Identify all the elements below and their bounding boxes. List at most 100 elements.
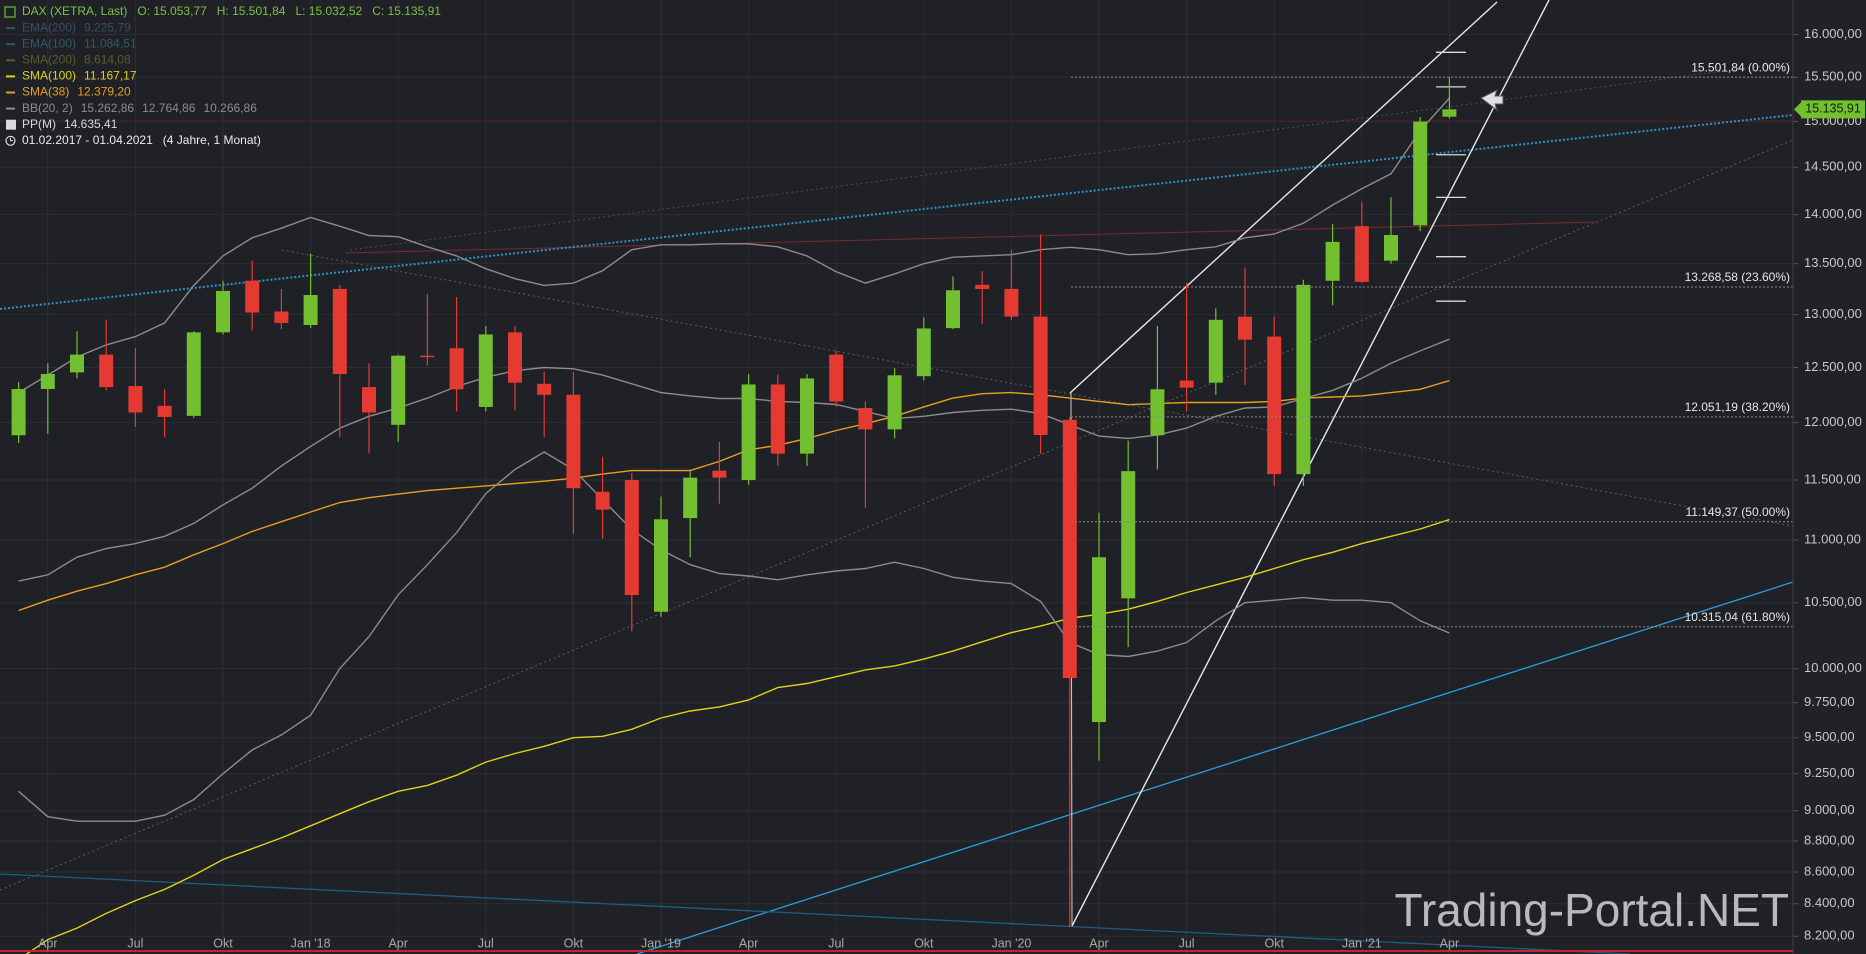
x-tick-label: Apr	[1089, 936, 1108, 950]
instrument-icon	[4, 6, 16, 18]
candle-body	[770, 384, 785, 454]
candle-body	[858, 408, 873, 430]
candle-body	[186, 332, 201, 416]
fib-label: 11.149,37 (50.00%)	[1685, 505, 1790, 519]
candle-body	[70, 354, 84, 373]
y-tick-label: 8.200,00	[1804, 928, 1855, 943]
candle-body	[362, 387, 376, 413]
x-tick-label: Okt	[1264, 936, 1284, 950]
x-tick-label: Apr	[1440, 936, 1459, 950]
legend-name: SMA(200)	[22, 52, 76, 66]
watermark: Trading-Portal.NET	[1394, 884, 1789, 936]
last-price-tag	[1801, 100, 1865, 119]
x-tick-label: Jan '18	[291, 936, 331, 950]
indicator-lines	[18, 51, 1466, 954]
y-tick-label: 15.500,00	[1804, 69, 1862, 84]
candle-body	[1238, 316, 1252, 340]
ohlc-value: C: 15.135,91	[372, 4, 441, 18]
x-tick-label: Apr	[388, 936, 407, 950]
y-tick-label: 14.000,00	[1804, 206, 1862, 221]
channel-line	[1069, 1, 1498, 394]
period-span: (4 Jahre, 1 Monat)	[163, 133, 261, 147]
legend-value: 8.614,08	[84, 52, 131, 66]
candle-body	[216, 290, 230, 333]
price-axis-panel	[1793, 0, 1866, 954]
legend-value: 11.084,51	[84, 36, 137, 50]
trend-line	[636, 581, 1793, 954]
candle-body	[128, 385, 143, 413]
candle-body	[1384, 235, 1398, 261]
clock-icon	[5, 135, 16, 146]
legend-name: PP(M)	[22, 117, 56, 131]
legend-value: 9.225,79	[84, 20, 131, 34]
y-tick-label: 8.400,00	[1804, 895, 1855, 910]
fib-label: 15.501,84 (0.00%)	[1691, 60, 1790, 74]
y-tick-label: 10.500,00	[1804, 594, 1862, 609]
y-tick-label: 11.000,00	[1804, 531, 1861, 546]
trend-line	[0, 139, 1793, 891]
grid	[0, 0, 1793, 954]
last-price-label: 15.135,91	[1805, 102, 1861, 116]
fibonacci-levels: 15.501,84 (0.00%) 13.268,58 (23.60%) 12.05…	[1071, 60, 1793, 628]
x-tick-label: Jan '21	[1342, 936, 1382, 950]
indicator-line	[18, 338, 1450, 582]
candle-body	[508, 332, 522, 383]
x-tick-label: Jul	[127, 936, 143, 950]
candle-body	[595, 491, 610, 510]
legend-value: 10.266,86	[203, 101, 257, 115]
y-tick-label: 10.000,00	[1804, 660, 1862, 675]
candle-body	[274, 311, 289, 323]
x-tick-label: Jan '19	[641, 936, 681, 950]
candle-body	[1092, 557, 1106, 723]
y-tick-label: 13.000,00	[1804, 306, 1862, 321]
candle-body	[712, 470, 727, 478]
legend: DAX (XETRA, Last) O: 15.053,77 H: 15.501,8…	[4, 4, 441, 147]
candle-body	[1121, 471, 1136, 599]
ohlc-value: O: 15.053,77	[137, 4, 207, 18]
legend-name: BB(20, 2)	[22, 101, 73, 115]
fib-label: 12.051,19 (38.20%)	[1685, 400, 1790, 414]
trend-line	[0, 873, 1631, 954]
candle-body	[99, 354, 114, 388]
x-tick-label: Apr	[38, 936, 57, 950]
y-tick-label: 12.500,00	[1804, 359, 1862, 374]
fib-label: 13.268,58 (23.60%)	[1685, 270, 1790, 284]
candle-body	[478, 334, 493, 407]
candle-body	[975, 284, 990, 289]
x-tick-label: Jul	[1179, 936, 1195, 950]
candle-body	[946, 290, 960, 329]
y-tick-label: 9.750,00	[1804, 694, 1855, 709]
candle-body	[1179, 380, 1194, 388]
candle-body	[303, 295, 318, 326]
instrument-name: DAX (XETRA, Last)	[22, 4, 127, 18]
candle-body	[1062, 419, 1077, 679]
channel-line	[1071, 0, 1550, 927]
x-tick-label: Okt	[564, 936, 584, 950]
candle-body	[245, 280, 260, 313]
fib-label: 10.315,04 (61.80%)	[1685, 610, 1790, 624]
candle-body	[157, 405, 172, 417]
y-tick-label: 14.500,00	[1804, 159, 1862, 174]
candle-body	[1267, 336, 1282, 475]
legend-name: SMA(38)	[22, 85, 69, 99]
candle-body	[420, 355, 435, 358]
candle-body	[1150, 389, 1165, 436]
y-tick-label: 9.500,00	[1804, 729, 1855, 744]
drawings	[0, 0, 1793, 954]
candle-body	[741, 384, 756, 480]
legend-swatch	[6, 119, 16, 130]
candle-body	[40, 373, 55, 390]
legend-value: 12.764,86	[142, 101, 196, 115]
y-tick-label: 8.800,00	[1804, 832, 1855, 847]
candle-body	[1033, 316, 1048, 436]
y-tick-label: 16.000,00	[1804, 26, 1862, 41]
candle-body	[332, 288, 347, 374]
candle-body	[1413, 121, 1428, 226]
clock-hands	[10, 137, 13, 142]
x-tick-label: Jul	[828, 936, 844, 950]
last-price-pointer	[1794, 102, 1801, 117]
candles	[11, 77, 1457, 928]
y-tick-label: 12.000,00	[1804, 414, 1862, 429]
